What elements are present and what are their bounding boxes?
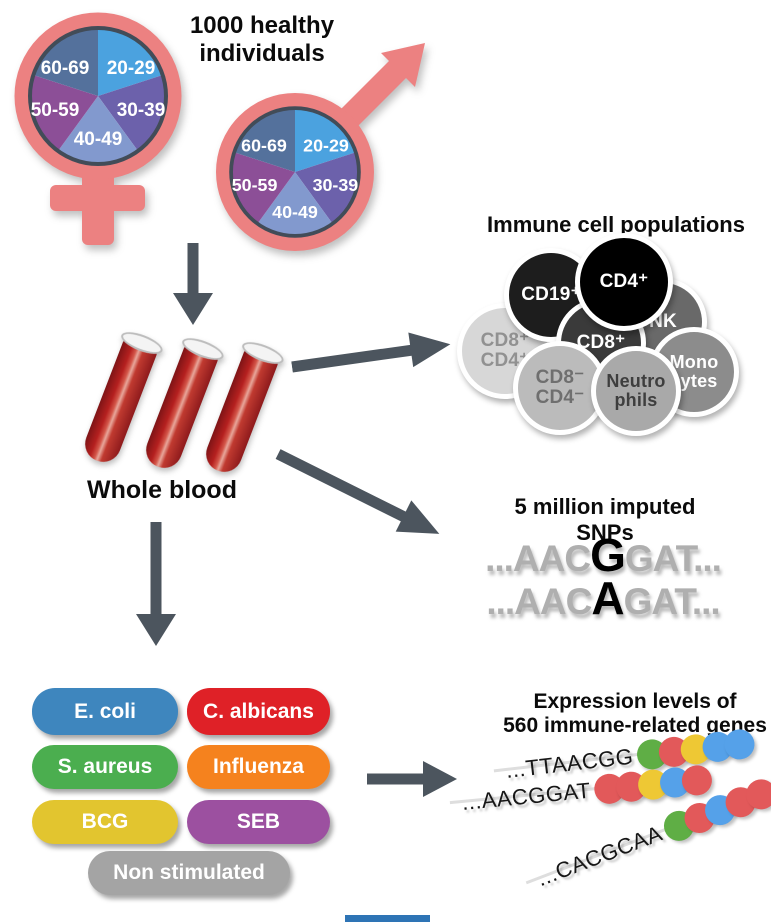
age-label-20-29: 20-29: [303, 135, 349, 155]
arrow-blood-to-stimuli: [136, 522, 176, 646]
cell-label: CD8⁺: [480, 330, 530, 352]
whole-blood-label: Whole blood: [87, 476, 237, 504]
pie-slice-40-49: [58, 96, 138, 165]
snp-suffix: GAT...: [624, 538, 722, 579]
age-label-30-39: 30-39: [313, 175, 359, 195]
arrow-cohort-to-blood: [173, 243, 213, 325]
stimulus-calbicans: C. albicans: [187, 688, 330, 735]
bottom-blue-bar: [345, 915, 430, 922]
cell-cd4pos: CD4⁺: [575, 233, 673, 331]
pie-slice-20-29: [98, 27, 163, 96]
pie-slice-60-69: [33, 27, 98, 96]
pie-slice-30-39: [98, 75, 167, 151]
snp-suffix: GAT...: [623, 581, 721, 622]
age-label-60-69: 60-69: [241, 135, 287, 155]
age-label-50-59: 50-59: [232, 175, 278, 195]
female-symbol: 20-29 30-39 40-49 50-59 60-69: [14, 12, 182, 245]
pie-slice-60-69: [234, 108, 295, 172]
arrow-blood-to-cells: [291, 332, 451, 373]
snp-prefix: ...AAC: [486, 581, 592, 622]
snp-variant-allele: A: [591, 572, 624, 624]
stimulus-ecoli: E. coli: [32, 688, 178, 735]
snps-title: 5 million imputed SNPs: [514, 494, 696, 545]
age-label-30-39: 30-39: [117, 100, 166, 121]
cell-label: CD4⁻: [535, 387, 585, 408]
cell-neutrophils: Neutro phils: [591, 346, 681, 436]
expression-title-line1: Expression levels of: [533, 690, 737, 713]
stimulus-seb: SEB: [187, 800, 330, 844]
stimulus-influenza: Influenza: [187, 745, 330, 789]
stimulus-label: SEB: [236, 810, 281, 833]
pie-slice-50-59: [231, 152, 295, 224]
pie-slice-50-59: [29, 75, 98, 151]
male-arrow-head: [381, 43, 425, 87]
cell-label: CD4⁺: [599, 271, 649, 293]
stimulus-label: Non stimulated: [113, 861, 265, 884]
stimulus-label: Influenza: [212, 755, 304, 778]
snp-variant-allele: G: [590, 529, 626, 581]
stimulus-label: S. aureus: [57, 755, 153, 778]
cell-label: Neutro: [606, 371, 666, 392]
expression-title: Expression levels of 560 immune-related …: [502, 690, 768, 738]
pie-slice-30-39: [295, 152, 359, 224]
snp-sequence-1: ...AACGGAT...: [433, 528, 771, 582]
stimulus-label: BCG: [81, 810, 129, 833]
stimulus-bcg: BCG: [32, 800, 178, 844]
age-label-20-29: 20-29: [107, 58, 156, 79]
pie-slice-20-29: [295, 108, 356, 172]
pie-outline: [229, 106, 361, 238]
stimulus-non-stimulated: Non stimulated: [88, 851, 290, 895]
cell-label: CD8⁺: [576, 332, 626, 354]
snp-sequence-2: ...AACAGAT...: [433, 571, 771, 625]
pie-outline: [28, 26, 168, 166]
age-label-40-49: 40-49: [272, 202, 318, 222]
gene-sequence: ...CACGCAA: [533, 820, 666, 892]
female-cross-horizontal: [50, 185, 145, 211]
cell-label: phils: [614, 390, 658, 410]
stimulus-saureus: S. aureus: [32, 745, 178, 789]
stimulus-label: C. albicans: [203, 699, 314, 723]
snp-prefix: ...AAC: [485, 538, 591, 579]
cell-label: CD8⁻: [535, 367, 585, 389]
cell-label: cytes: [670, 371, 718, 391]
cell-label: Mono: [669, 352, 719, 373]
stimulus-label: E. coli: [74, 699, 136, 723]
arrow-stimuli-to-expression: [367, 761, 457, 797]
cohort-title: 1000 healthy individuals: [189, 12, 335, 68]
immune-cells-title: Immune cell populations: [487, 212, 745, 237]
age-label-40-49: 40-49: [74, 129, 123, 150]
male-arrow-shaft: [332, 57, 410, 135]
expression-title-line2: 560 immune-related genes: [503, 714, 767, 738]
cell-label: CD19⁺: [521, 284, 581, 306]
age-label-50-59: 50-59: [31, 100, 80, 121]
age-label-60-69: 60-69: [41, 58, 90, 79]
pie-slice-40-49: [257, 172, 333, 236]
cell-label: CD4⁺: [480, 350, 530, 371]
arrow-blood-to-snps: [275, 449, 440, 534]
male-symbol: 20-29 30-39 40-49 50-59 60-69: [216, 43, 425, 251]
gene-sequence: ...AACGGAT: [460, 777, 592, 815]
